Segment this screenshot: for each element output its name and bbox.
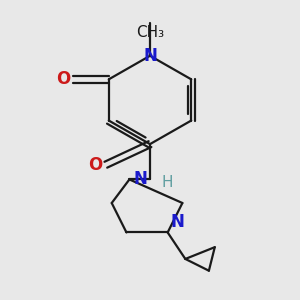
Text: N: N	[143, 47, 157, 65]
Text: N: N	[171, 213, 184, 231]
Text: H: H	[162, 175, 173, 190]
Text: O: O	[56, 70, 70, 88]
Text: CH₃: CH₃	[136, 25, 164, 40]
Text: O: O	[88, 156, 102, 174]
Text: N: N	[133, 170, 147, 188]
